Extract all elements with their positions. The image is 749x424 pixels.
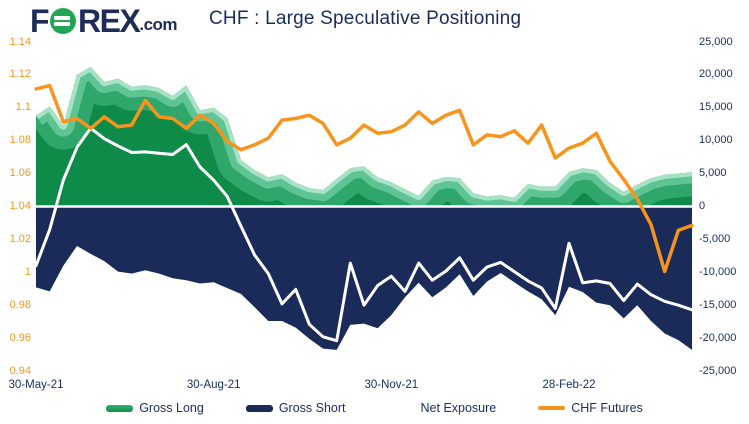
globe-bar-icon	[54, 22, 71, 26]
right-axis-tick-label: -25,000	[699, 364, 737, 377]
right-axis-tick-label: 20,000	[699, 68, 733, 81]
legend-item-net-exposure: Net Exposure	[387, 401, 497, 415]
right-axis-tick-label: -20,000	[699, 331, 737, 344]
right-axis: 25,000 20,000 15,000 10,000 5,000 0 -5,000 -10,…	[699, 0, 749, 424]
legend-swatch-net-exposure-icon	[387, 406, 415, 410]
legend-swatch-chf-futures-icon	[538, 406, 566, 410]
left-axis-tick-label: 1.12	[9, 68, 31, 81]
x-axis-tick-label: 28-Feb-22	[542, 379, 596, 391]
right-axis-tick-label: -15,000	[699, 298, 737, 311]
right-axis-tick-label: -5,000	[699, 232, 731, 245]
legend-label-gross-short: Gross Short	[278, 401, 346, 415]
legend: Gross Long Gross Short Net Exposure CHF …	[0, 401, 749, 415]
right-axis-tick-label: 5,000	[699, 167, 727, 180]
legend-item-chf-futures: CHF Futures	[538, 401, 643, 415]
legend-swatch-gross-short-icon	[245, 404, 273, 412]
left-axis-tick-label: 0.96	[9, 331, 31, 344]
legend-label-net-exposure: Net Exposure	[420, 401, 497, 415]
left-axis-tick-label: 1	[24, 265, 31, 278]
x-axis-tick-label: 30-Aug-21	[186, 379, 241, 391]
left-axis-tick-label: 1.04	[9, 200, 31, 212]
left-axis-tick-label: 1.14	[9, 35, 31, 48]
x-axis: 30-May-21 30-Aug-21 30-Nov-21 28-Feb-22	[0, 379, 749, 394]
forex-logo: F REX .com	[30, 3, 178, 39]
legend-label-chf-futures: CHF Futures	[571, 401, 643, 415]
net-exposure-line	[34, 126, 694, 343]
legend-item-gross-short: Gross Short	[245, 401, 346, 415]
forex-globe-o-icon	[50, 8, 77, 34]
left-axis-tick-label: 0.94	[9, 364, 31, 377]
chf-futures-line	[34, 83, 694, 274]
legend-swatch-gross-long-icon	[106, 404, 134, 412]
gross-short-area	[36, 206, 692, 350]
left-axis-tick-label: 0.98	[9, 298, 31, 311]
x-axis-tick-label: 30-May-21	[8, 379, 64, 391]
logo-dotcom: .com	[139, 15, 178, 34]
logo-letters-rex: REX	[78, 3, 141, 39]
right-axis-tick-label: -10,000	[699, 265, 737, 278]
left-axis: 1.14 1.12 1.1 1.08 1.06 1.04 1.02 1 0.98 0.96 0.94	[0, 0, 31, 424]
page-title: CHF : Large Speculative Positioning	[209, 8, 522, 29]
left-axis-tick-label: 1.1	[15, 101, 31, 114]
legend-item-gross-long: Gross Long	[106, 401, 204, 415]
right-axis-tick-label: 25,000	[699, 35, 733, 48]
left-axis-tick-label: 1.02	[9, 232, 31, 245]
right-axis-tick-label: 15,000	[699, 101, 733, 114]
globe-bar-icon	[54, 16, 71, 20]
logo-letter-f: F	[30, 3, 50, 39]
right-axis-tick-label: 0	[699, 200, 706, 212]
gross-long-shading	[36, 67, 692, 207]
left-axis-tick-label: 1.06	[9, 167, 31, 180]
x-axis-tick-label: 30-Nov-21	[364, 379, 419, 391]
legend-label-gross-long: Gross Long	[139, 401, 204, 415]
right-axis-tick-label: 10,000	[699, 134, 733, 147]
gross-long-area	[36, 67, 692, 207]
left-axis-tick-label: 1.08	[9, 134, 31, 147]
